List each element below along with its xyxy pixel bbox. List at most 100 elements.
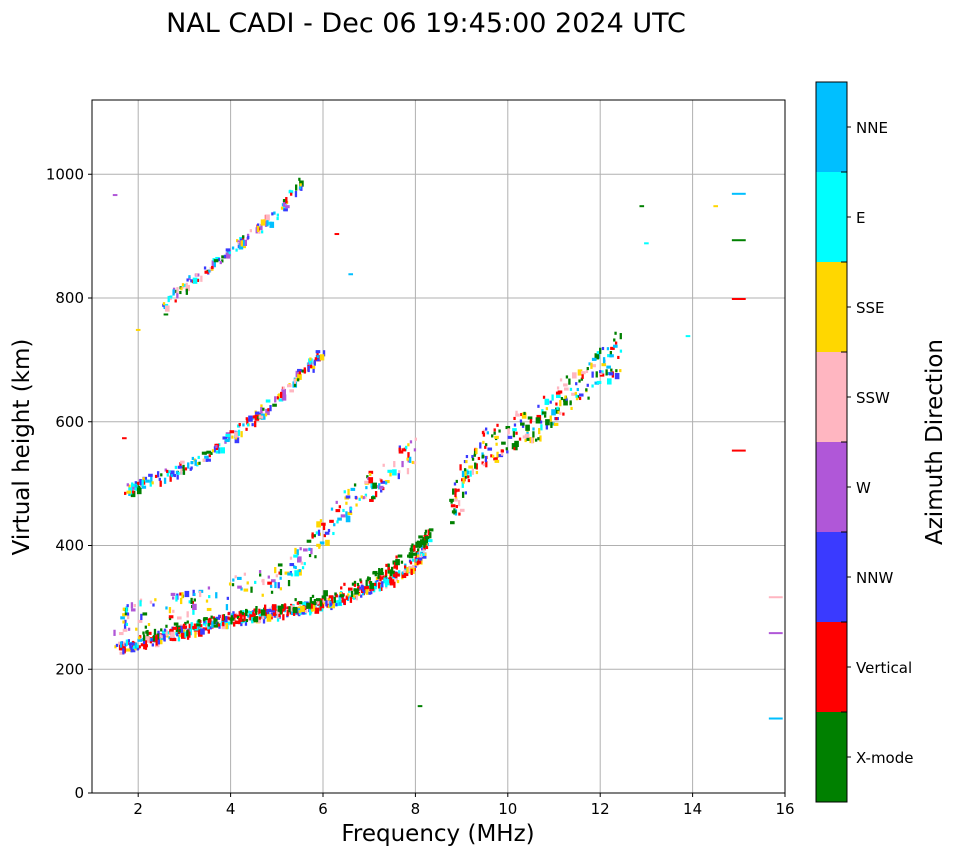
echo-cell	[454, 490, 457, 498]
echo-cell	[353, 580, 357, 584]
echo-cell	[234, 436, 240, 444]
echo-cell	[461, 470, 465, 478]
echo-cell	[500, 452, 504, 456]
echo-cell	[524, 439, 527, 443]
echo-cell	[245, 612, 248, 617]
echo-cell	[210, 615, 213, 619]
echo-cell	[319, 607, 322, 611]
echo-cell	[194, 459, 197, 463]
colorbar-category-label: Vertical	[856, 659, 912, 677]
echo-cell	[364, 480, 369, 484]
echo-cell	[599, 370, 602, 374]
echo-cell	[303, 562, 306, 566]
echo-cell	[490, 454, 493, 458]
echo-cell	[174, 289, 177, 293]
echo-cell	[389, 582, 392, 586]
echo-cell	[422, 553, 425, 557]
echo-cell	[461, 481, 464, 488]
echo-cell	[423, 541, 426, 548]
echo-cell	[276, 610, 279, 614]
echo-cell	[325, 600, 328, 607]
echo-cell	[288, 606, 291, 613]
echo-cell	[407, 459, 410, 463]
echo-cell	[475, 463, 478, 470]
echo-cell	[127, 613, 130, 620]
echo-cell	[207, 627, 210, 634]
echo-cell	[122, 607, 125, 611]
echo-cell	[231, 613, 234, 617]
echo-cell	[335, 603, 338, 607]
echo-cell	[407, 554, 410, 558]
echo-cell	[290, 573, 294, 577]
echo-cell	[494, 459, 500, 463]
echo-cell	[207, 622, 211, 627]
echo-cell	[195, 273, 198, 277]
echo-cell	[395, 563, 399, 570]
echo-cell	[413, 544, 419, 548]
echo-cell	[247, 235, 250, 240]
echo-cell	[122, 648, 125, 655]
echo-cell	[608, 372, 614, 376]
echo-cell	[417, 557, 423, 561]
echo-cell	[247, 614, 250, 618]
echo-cell	[313, 359, 316, 366]
echo-cell	[240, 615, 243, 622]
echo-cell	[240, 431, 243, 438]
echo-cell	[385, 584, 388, 588]
echo-cell	[505, 425, 511, 430]
echo-cell	[614, 331, 617, 335]
echo-cell	[347, 593, 350, 597]
echo-cell	[138, 645, 141, 649]
echo-cell	[384, 569, 388, 576]
echo-cell	[501, 449, 504, 453]
echo-cell	[461, 491, 465, 498]
echo-cell	[314, 607, 320, 614]
echo-cell	[297, 608, 301, 612]
echo-cell	[360, 495, 363, 499]
echo-cell	[172, 289, 175, 296]
echo-cell	[239, 610, 243, 614]
echo-cell	[134, 484, 137, 488]
echo-cell	[575, 394, 578, 398]
echo-cell	[380, 569, 383, 573]
echo-cell	[130, 646, 133, 651]
echo-cell	[314, 555, 317, 559]
echo-cell	[311, 608, 314, 612]
echo-cell	[185, 284, 191, 292]
echo-cell	[418, 542, 421, 549]
echo-cell	[410, 568, 413, 576]
echo-cell	[166, 634, 169, 638]
echo-cell	[197, 455, 200, 459]
echo-cell	[119, 641, 123, 648]
echo-cell	[389, 470, 392, 477]
echo-cell	[368, 577, 371, 581]
y-tick-label: 200	[55, 660, 84, 678]
echo-cell	[231, 583, 235, 587]
echo-cell	[258, 570, 262, 574]
echo-cell	[168, 470, 171, 474]
echo-cell	[239, 238, 243, 242]
echo-cell	[420, 553, 423, 557]
echo-cell	[233, 614, 237, 618]
echo-cell	[310, 548, 313, 555]
echo-cell	[176, 633, 179, 637]
echo-cell	[269, 405, 272, 412]
echo-cell	[258, 613, 262, 617]
echo-cell	[270, 579, 276, 583]
echo-cell	[591, 371, 594, 378]
echo-cell	[515, 413, 520, 417]
echo-cell	[204, 270, 210, 274]
echo-cell	[147, 622, 151, 627]
echo-cell	[273, 612, 276, 617]
echo-cell	[293, 565, 296, 569]
echo-cell	[591, 384, 594, 388]
echo-cell	[152, 603, 155, 607]
echo-cell	[218, 447, 221, 454]
colorbar-label: Azimuth Direction	[922, 339, 948, 545]
echo-cell	[308, 554, 312, 558]
echo-cell	[354, 588, 359, 595]
echo-cell	[289, 563, 295, 567]
echo-cell	[454, 488, 457, 492]
echo-cell	[588, 362, 591, 366]
echo-cell	[235, 248, 238, 252]
